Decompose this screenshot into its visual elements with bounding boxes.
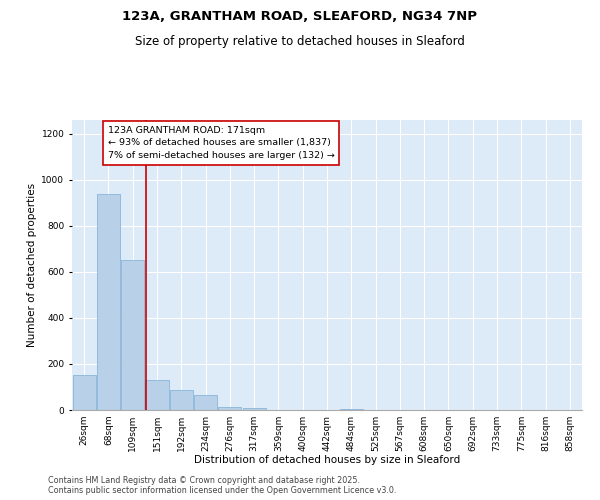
Bar — [218, 406, 241, 410]
Bar — [97, 194, 120, 410]
Bar — [121, 260, 144, 410]
Text: Size of property relative to detached houses in Sleaford: Size of property relative to detached ho… — [135, 35, 465, 48]
Y-axis label: Number of detached properties: Number of detached properties — [27, 183, 37, 347]
Bar — [145, 380, 169, 410]
Text: Contains HM Land Registry data © Crown copyright and database right 2025.
Contai: Contains HM Land Registry data © Crown c… — [48, 476, 397, 495]
Text: 123A GRANTHAM ROAD: 171sqm
← 93% of detached houses are smaller (1,837)
7% of se: 123A GRANTHAM ROAD: 171sqm ← 93% of deta… — [108, 126, 335, 160]
Bar — [340, 409, 363, 410]
Bar — [194, 395, 217, 410]
Bar — [170, 390, 193, 410]
Text: 123A, GRANTHAM ROAD, SLEAFORD, NG34 7NP: 123A, GRANTHAM ROAD, SLEAFORD, NG34 7NP — [122, 10, 478, 23]
X-axis label: Distribution of detached houses by size in Sleaford: Distribution of detached houses by size … — [194, 456, 460, 466]
Bar — [242, 408, 266, 410]
Bar — [73, 376, 95, 410]
